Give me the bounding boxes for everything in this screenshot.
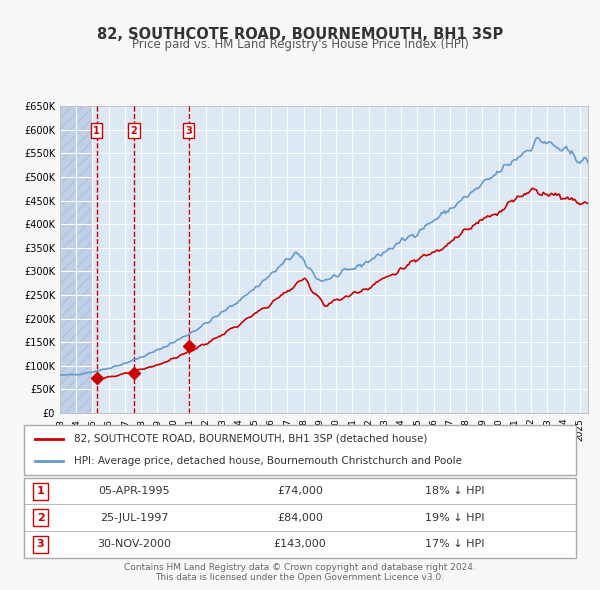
Text: Contains HM Land Registry data © Crown copyright and database right 2024.: Contains HM Land Registry data © Crown c…: [124, 563, 476, 572]
Text: 30-NOV-2000: 30-NOV-2000: [97, 539, 172, 549]
Bar: [60, 106, 91, 413]
Text: 1: 1: [37, 486, 44, 496]
Text: Price paid vs. HM Land Registry's House Price Index (HPI): Price paid vs. HM Land Registry's House …: [131, 38, 469, 51]
Text: 82, SOUTHCOTE ROAD, BOURNEMOUTH, BH1 3SP (detached house): 82, SOUTHCOTE ROAD, BOURNEMOUTH, BH1 3SP…: [74, 434, 427, 444]
Text: 3: 3: [37, 539, 44, 549]
FancyBboxPatch shape: [24, 425, 576, 475]
Text: 17% ↓ HPI: 17% ↓ HPI: [425, 539, 484, 549]
Text: 3: 3: [185, 126, 192, 136]
Text: £74,000: £74,000: [277, 486, 323, 496]
Text: 1: 1: [93, 126, 100, 136]
Text: HPI: Average price, detached house, Bournemouth Christchurch and Poole: HPI: Average price, detached house, Bour…: [74, 456, 461, 466]
FancyBboxPatch shape: [24, 478, 576, 504]
Text: 82, SOUTHCOTE ROAD, BOURNEMOUTH, BH1 3SP: 82, SOUTHCOTE ROAD, BOURNEMOUTH, BH1 3SP: [97, 27, 503, 41]
Text: 19% ↓ HPI: 19% ↓ HPI: [425, 513, 484, 523]
Bar: [60, 106, 91, 413]
Text: This data is licensed under the Open Government Licence v3.0.: This data is licensed under the Open Gov…: [155, 573, 445, 582]
Text: £143,000: £143,000: [274, 539, 326, 549]
FancyBboxPatch shape: [24, 531, 576, 558]
Text: 2: 2: [37, 513, 44, 523]
Text: £84,000: £84,000: [277, 513, 323, 523]
Text: 05-APR-1995: 05-APR-1995: [98, 486, 170, 496]
Text: 18% ↓ HPI: 18% ↓ HPI: [425, 486, 484, 496]
Text: 25-JUL-1997: 25-JUL-1997: [100, 513, 169, 523]
Text: 2: 2: [131, 126, 137, 136]
FancyBboxPatch shape: [24, 504, 576, 531]
